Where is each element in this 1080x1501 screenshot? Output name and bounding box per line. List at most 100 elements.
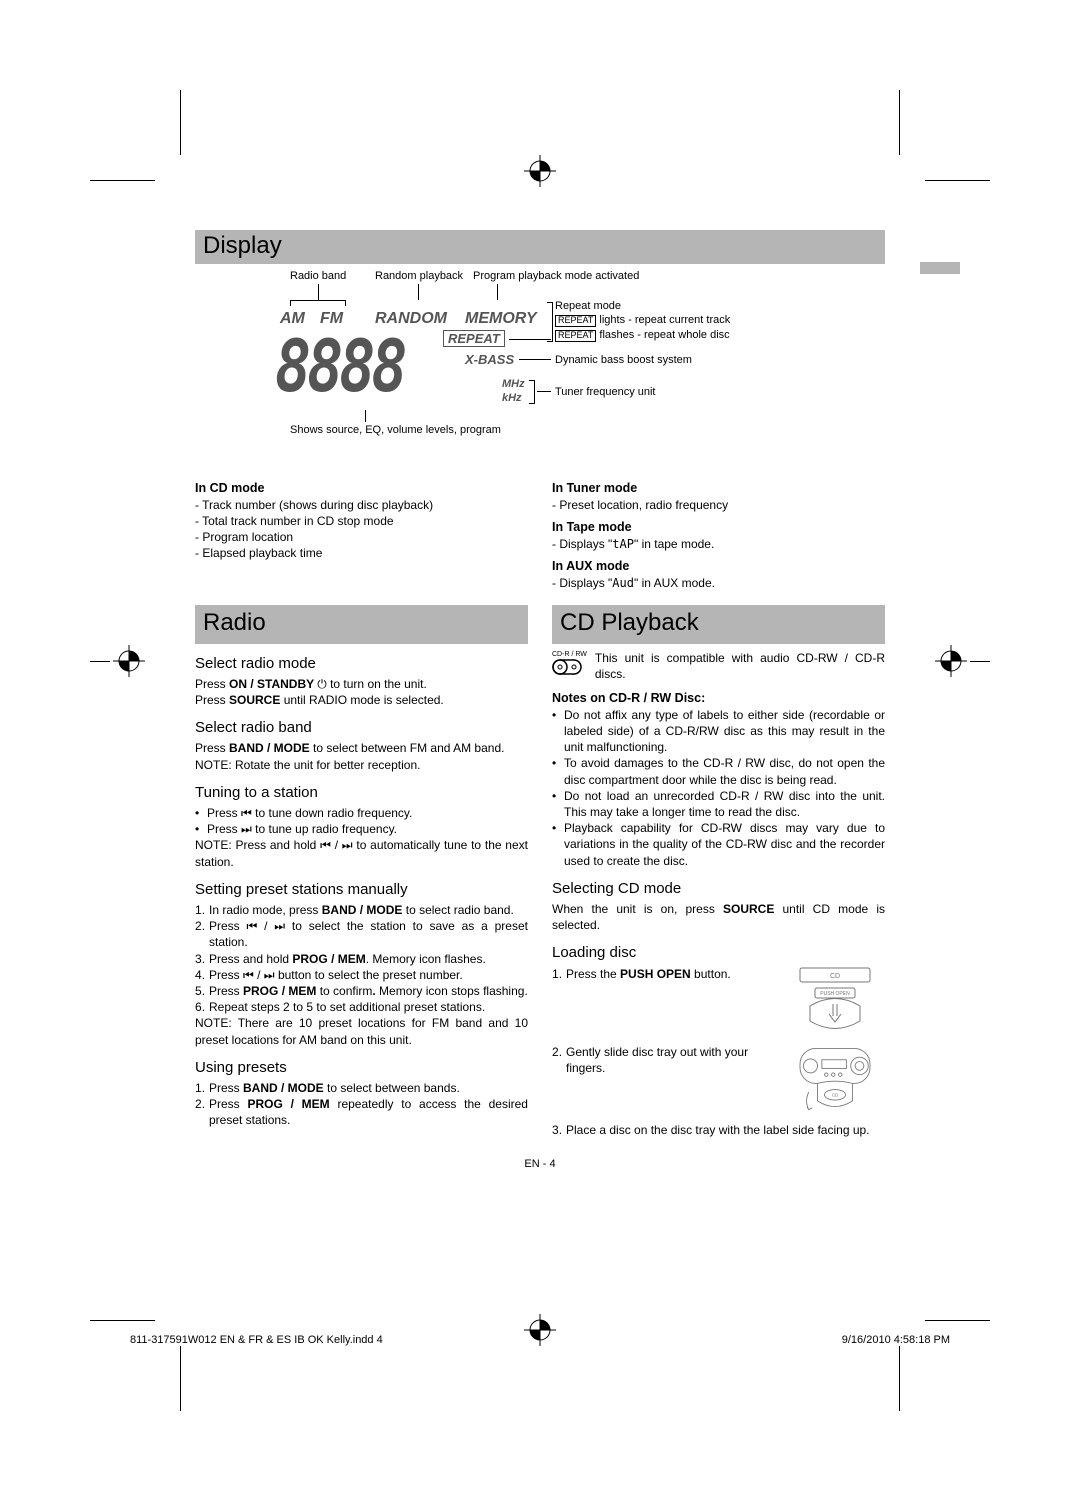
page-footer: EN - 4 <box>195 1158 885 1170</box>
cd-compat-row: CD-R / RW This unit is compatible with a… <box>552 650 885 682</box>
cd-mode-item: Track number (shows during disc playback… <box>195 497 528 513</box>
preset-step: Press and hold PROG / MEM. Memory icon f… <box>209 951 528 967</box>
svg-text:CD: CD <box>832 1092 838 1097</box>
tape-mode-item: Displays "tAP" in tape mode. <box>552 536 885 552</box>
callout-line <box>509 339 551 340</box>
registration-mark-icon <box>524 155 556 187</box>
cd-tray-illustration-1: CD PUSH OPEN <box>785 966 885 1036</box>
registration-mark-icon <box>935 645 967 677</box>
preset-step: Repeat steps 2 to 5 to set additional pr… <box>209 999 528 1015</box>
label-dynamic: Dynamic bass boost system <box>555 354 692 366</box>
imprint-row: 811-317591W012 EN & FR & ES IB OK Kelly.… <box>130 1334 950 1346</box>
registration-mark-icon <box>113 645 145 677</box>
callout-line <box>290 300 346 301</box>
load-step-3: Place a disc on the disc tray with the l… <box>552 1122 885 1138</box>
bracket <box>529 380 535 404</box>
using-step: Press PROG / MEM repeatedly to access th… <box>209 1096 528 1128</box>
load-step: Place a disc on the disc tray with the l… <box>566 1122 885 1138</box>
tuning-item: Press ⏭ to tune up radio frequency. <box>207 821 528 837</box>
crop-mark <box>90 1320 155 1321</box>
callout-line <box>365 410 366 422</box>
h-selecting-cd: Selecting CD mode <box>552 879 885 899</box>
display-diagram: Radio band Random playback Program playb… <box>275 270 835 470</box>
bracket <box>547 302 553 342</box>
preset-note: NOTE: There are 10 preset locations for … <box>195 1015 528 1047</box>
crop-mark <box>180 1346 181 1411</box>
aux-mode-item: Displays "Aud" in AUX mode. <box>552 575 885 591</box>
h-using-presets: Using presets <box>195 1058 528 1078</box>
p-select-band-note: NOTE: Rotate the unit for better recepti… <box>195 757 528 773</box>
tuning-note: NOTE: Press and hold ⏮ / ⏭ to automatica… <box>195 837 528 869</box>
label-program-activated: Program playback mode activated <box>473 270 639 282</box>
crop-mark <box>925 1320 990 1321</box>
standby-icon: ⏻ <box>317 677 327 691</box>
crop-mark <box>899 1346 900 1411</box>
cd-note: Do not load an unrecorded CD-R / RW disc… <box>564 788 885 820</box>
cd-tray-illustration-2: CD <box>785 1044 885 1114</box>
imprint-right: 9/16/2010 4:58:18 PM <box>842 1334 950 1346</box>
crop-mark <box>899 90 900 155</box>
preset-step: In radio mode, press BAND / MODE to sele… <box>209 902 528 918</box>
preset-step: Press PROG / MEM to confirm. Memory icon… <box>209 983 528 999</box>
cd-note: Playback capability for CD-RW discs may … <box>564 820 885 869</box>
p-selecting-cd: When the unit is on, press SOURCE until … <box>552 901 885 933</box>
load-step-2: Gently slide disc tray out with your fin… <box>552 1044 885 1114</box>
crop-mark <box>180 90 181 155</box>
cd-compat-text: This unit is compatible with audio CD-RW… <box>595 650 885 682</box>
h-in-tape-mode: In Tape mode <box>552 519 885 536</box>
repeat-tag: REPEAT <box>555 330 596 342</box>
repeat-lights-text: lights - repeat current track <box>596 314 730 326</box>
label-tuner-unit: Tuner frequency unit <box>555 386 655 398</box>
svg-text:CD: CD <box>830 973 840 980</box>
p-select-mode-2: Press SOURCE until RADIO mode is selecte… <box>195 692 528 708</box>
crop-mark <box>970 661 990 662</box>
using-step: Press BAND / MODE to select between band… <box>209 1080 528 1096</box>
h-tuning: Tuning to a station <box>195 783 528 803</box>
seven-segment: 8888 <box>275 325 404 409</box>
crop-mark <box>90 661 110 662</box>
disp-mhz: MHz <box>502 378 525 390</box>
disp-memory: MEMORY <box>465 310 537 328</box>
callout-line <box>290 300 291 306</box>
repeat-tag: REPEAT <box>555 315 596 327</box>
callout-line <box>519 359 551 360</box>
h-preset: Setting preset stations manually <box>195 880 528 900</box>
label-radio-band: Radio band <box>290 270 346 282</box>
cd-note: Do not affix any type of labels to eithe… <box>564 707 885 756</box>
section-heading-cd: CD Playback <box>552 605 885 643</box>
preset-step: Press ⏮ / ⏭ to select the station to sav… <box>209 918 528 950</box>
label-repeat-flashes: REPEAT flashes - repeat whole disc <box>555 329 730 342</box>
section-heading-display: Display <box>195 230 885 264</box>
callout-line <box>418 284 419 300</box>
crop-mark <box>925 180 990 181</box>
tuner-mode-item: Preset location, radio frequency <box>552 497 885 513</box>
disp-repeat: REPEAT <box>443 330 505 347</box>
cd-note: To avoid damages to the CD-R / RW disc, … <box>564 755 885 787</box>
page-content: Display Radio band Random playback Progr… <box>195 230 885 1170</box>
preset-step: Press ⏮ / ⏭ button to select the preset … <box>209 967 528 983</box>
p-select-mode-1: Press ON / STANDBY ⏻ to turn on the unit… <box>195 676 528 692</box>
col-radio: Radio Select radio mode Press ON / STAND… <box>195 605 528 1138</box>
label-shows-source: Shows source, EQ, volume levels, program <box>290 424 501 436</box>
tuning-item: Press ⏮ to tune down radio frequency. <box>207 805 528 821</box>
load-step: Gently slide disc tray out with your fin… <box>566 1044 775 1076</box>
h-select-radio-band: Select radio band <box>195 718 528 738</box>
h-in-aux-mode: In AUX mode <box>552 558 885 575</box>
h-select-radio-mode: Select radio mode <box>195 654 528 674</box>
disp-xbass: X-BASS <box>465 352 514 367</box>
p-select-band: Press BAND / MODE to select between FM a… <box>195 740 528 756</box>
col-cd-playback: CD Playback CD-R / RW This unit is compa… <box>552 605 885 1138</box>
repeat-flashes-text: flashes - repeat whole disc <box>596 329 729 341</box>
h-loading-disc: Loading disc <box>552 943 885 963</box>
side-tab <box>920 262 960 274</box>
cd-mode-item: Elapsed playback time <box>195 545 528 561</box>
imprint-left: 811-317591W012 EN & FR & ES IB OK Kelly.… <box>130 1334 383 1346</box>
h-notes-cdr: Notes on CD-R / RW Disc: <box>552 690 885 707</box>
callout-line <box>318 284 319 300</box>
load-step-1: Press the PUSH OPEN button. CD PUSH OPEN <box>552 966 885 1036</box>
crop-mark <box>90 180 155 181</box>
col-cd-mode: In CD mode Track number (shows during di… <box>195 474 528 591</box>
disp-khz: kHz <box>502 392 522 404</box>
callout-line <box>497 284 498 300</box>
load-step: Press the PUSH OPEN button. <box>566 966 775 982</box>
